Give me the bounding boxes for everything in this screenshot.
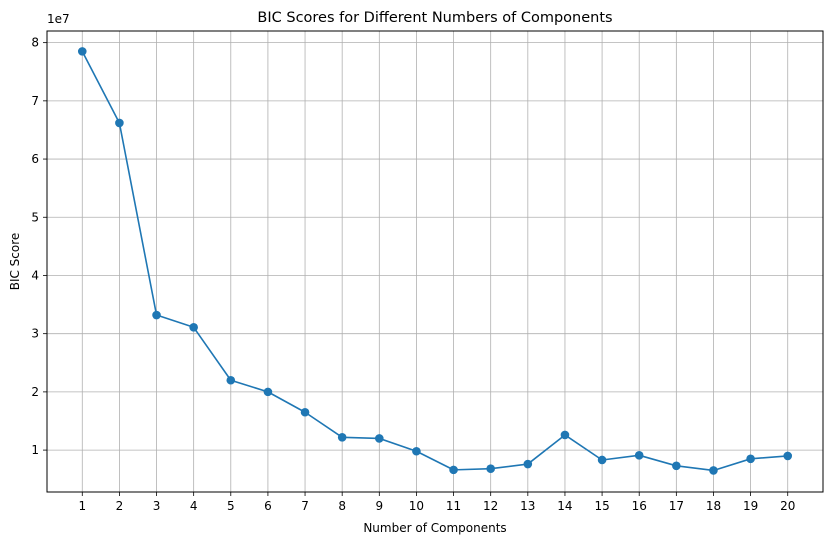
y-axis-title: BIC Score xyxy=(8,233,22,291)
data-point xyxy=(301,408,310,417)
data-point xyxy=(635,451,644,460)
x-tick-label: 19 xyxy=(743,499,758,513)
x-tick-label: 5 xyxy=(227,499,235,513)
y-tick-label: 3 xyxy=(31,327,39,341)
x-tick-label: 9 xyxy=(375,499,383,513)
x-tick-label: 17 xyxy=(669,499,684,513)
y-tick-label: 4 xyxy=(31,268,39,282)
x-axis-title: Number of Components xyxy=(363,521,506,535)
data-point xyxy=(412,447,421,456)
x-tick-label: 13 xyxy=(520,499,535,513)
x-tick-label: 14 xyxy=(557,499,572,513)
x-tick-label: 15 xyxy=(594,499,609,513)
data-point xyxy=(375,434,384,443)
x-tick-label: 20 xyxy=(780,499,795,513)
x-tick-label: 2 xyxy=(116,499,124,513)
y-tick-label: 7 xyxy=(31,94,39,108)
y-axis-multiplier: 1e7 xyxy=(47,12,70,26)
data-point xyxy=(598,456,607,465)
y-tick-label: 6 xyxy=(31,152,39,166)
x-tick-label: 7 xyxy=(301,499,309,513)
data-point xyxy=(486,464,495,473)
data-point xyxy=(709,466,718,475)
x-tick-label: 10 xyxy=(409,499,424,513)
data-point xyxy=(746,455,755,464)
chart-title: BIC Scores for Different Numbers of Comp… xyxy=(257,10,612,26)
x-tick-label: 3 xyxy=(153,499,161,513)
x-tick-label: 4 xyxy=(190,499,198,513)
x-tick-label: 8 xyxy=(338,499,346,513)
data-point xyxy=(264,388,273,397)
data-point xyxy=(115,119,124,128)
data-point xyxy=(672,462,681,471)
data-point xyxy=(524,460,533,469)
y-tick-label: 5 xyxy=(31,210,39,224)
y-tick-label: 2 xyxy=(31,385,39,399)
x-tick-label: 1 xyxy=(78,499,86,513)
data-point xyxy=(561,431,570,440)
data-point xyxy=(783,452,792,461)
data-point xyxy=(78,47,87,56)
data-point xyxy=(449,466,458,475)
data-point xyxy=(226,376,235,385)
data-point xyxy=(152,311,161,320)
y-tick-label: 8 xyxy=(31,36,39,50)
x-tick-label: 18 xyxy=(706,499,721,513)
x-tick-label: 16 xyxy=(632,499,647,513)
x-tick-label: 6 xyxy=(264,499,272,513)
data-point xyxy=(338,433,347,442)
data-point xyxy=(189,323,198,332)
x-tick-label: 11 xyxy=(446,499,461,513)
y-tick-label: 1 xyxy=(31,443,39,457)
x-tick-label: 12 xyxy=(483,499,498,513)
